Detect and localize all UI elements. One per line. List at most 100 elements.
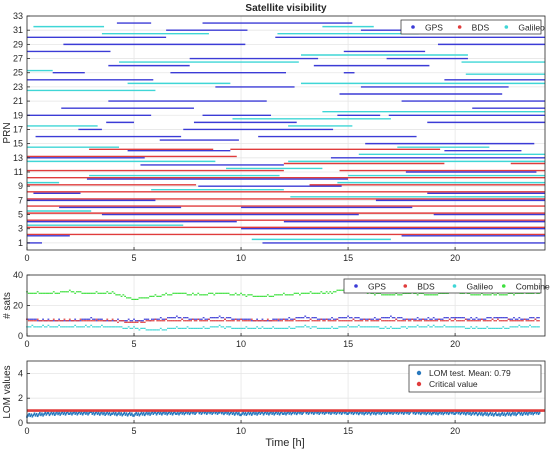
sat-count-point — [365, 320, 367, 322]
x-tick-label: 0 — [24, 253, 29, 263]
sat-count-point — [277, 327, 280, 329]
lom-point — [186, 412, 189, 415]
sat-count-point — [266, 320, 269, 322]
sat-count-point — [231, 320, 234, 322]
sat-count-point — [293, 318, 296, 320]
sat-count-point — [229, 294, 232, 296]
lom-point — [42, 414, 44, 417]
sat-count-point — [122, 327, 125, 329]
sat-count-point — [313, 317, 316, 319]
sat-count-point — [170, 294, 173, 296]
sat-count-point — [220, 326, 223, 328]
lom-point — [249, 411, 252, 415]
sat-count-point — [263, 295, 266, 297]
sat-count-point — [514, 326, 517, 328]
lom-point — [477, 412, 480, 415]
lom-point — [489, 411, 492, 415]
sat-count-point — [361, 326, 364, 328]
lom-point — [356, 410, 359, 414]
sat-count-point — [61, 326, 64, 328]
legend-label: Galileo — [467, 282, 494, 292]
sat-count-point — [291, 320, 294, 322]
sat-count-point — [220, 292, 223, 294]
sat-count-point — [270, 295, 273, 297]
sat-count-point — [38, 326, 41, 328]
sat-count-point — [340, 317, 342, 319]
sat-count-point — [354, 317, 357, 319]
sat-count-point — [332, 291, 335, 293]
sat-count-point — [63, 318, 66, 320]
sat-count-point — [350, 317, 353, 319]
sat-count-point — [145, 320, 148, 322]
lom-point — [412, 411, 415, 415]
lom-point — [338, 411, 341, 415]
y-tick-label: 9 — [18, 181, 23, 191]
sat-count-point — [406, 318, 408, 320]
sat-count-point — [316, 318, 319, 320]
sat-count-point — [193, 320, 196, 322]
sat-count-point — [218, 292, 221, 294]
lom-point — [359, 411, 361, 415]
lom-point — [323, 412, 326, 415]
sat-count-point — [502, 320, 505, 322]
sat-count-point — [368, 318, 371, 320]
sat-count-point — [243, 294, 246, 296]
y-tick-label: 3 — [18, 224, 23, 234]
lom-point — [321, 411, 324, 415]
sat-count-point — [373, 317, 376, 319]
sat-count-point — [133, 326, 135, 328]
sat-count-point — [536, 317, 539, 319]
lom-point — [181, 412, 183, 415]
lom-point — [123, 411, 126, 415]
sat-count-point — [420, 320, 423, 322]
sat-count-point — [505, 317, 508, 319]
sat-count-point — [142, 297, 144, 299]
sat-count-point — [432, 317, 435, 319]
lom-point — [172, 411, 175, 415]
sat-count-point — [297, 317, 300, 319]
sat-count-point — [90, 320, 93, 322]
sat-count-point — [438, 318, 440, 320]
lom-point — [344, 411, 346, 415]
legend-label: BDS — [472, 23, 490, 33]
sat-count-point — [498, 294, 501, 296]
sat-count-point — [245, 295, 248, 297]
sat-count-point — [209, 326, 212, 328]
sat-count-point — [236, 294, 239, 296]
sat-count-point — [306, 320, 308, 322]
y-tick-label: 20 — [13, 301, 23, 311]
sat-count-point — [183, 320, 185, 322]
sat-count-point — [300, 326, 303, 328]
sat-count-point — [491, 318, 494, 320]
sat-count-point — [461, 320, 464, 322]
sat-count-point — [525, 320, 528, 322]
sat-count-point — [480, 318, 483, 320]
sat-count-point — [67, 326, 69, 328]
sat-count-point — [511, 318, 514, 320]
sat-count-point — [58, 320, 61, 322]
lom-point — [535, 412, 538, 415]
sat-count-point — [509, 318, 512, 320]
sat-count-point — [432, 324, 435, 326]
sat-count-point — [161, 318, 164, 320]
sat-count-point — [56, 320, 59, 322]
sat-count-point — [238, 318, 241, 320]
sat-count-point — [102, 292, 105, 294]
lom-point — [206, 412, 208, 415]
sat-count-point — [513, 294, 515, 296]
lom-point — [243, 413, 246, 416]
sat-count-point — [400, 320, 403, 322]
lom-point — [178, 413, 180, 416]
lom-point — [389, 411, 391, 415]
sat-count-point — [249, 320, 251, 322]
lom-point — [268, 413, 270, 416]
sat-count-point — [445, 317, 448, 319]
sat-count-point — [138, 329, 141, 331]
sat-count-point — [150, 318, 153, 320]
sat-count-point — [216, 292, 219, 294]
sat-count-point — [488, 317, 490, 319]
lom-point — [487, 414, 490, 417]
lom-point — [472, 411, 475, 414]
lom-point — [211, 412, 213, 415]
sat-count-point — [74, 320, 77, 322]
